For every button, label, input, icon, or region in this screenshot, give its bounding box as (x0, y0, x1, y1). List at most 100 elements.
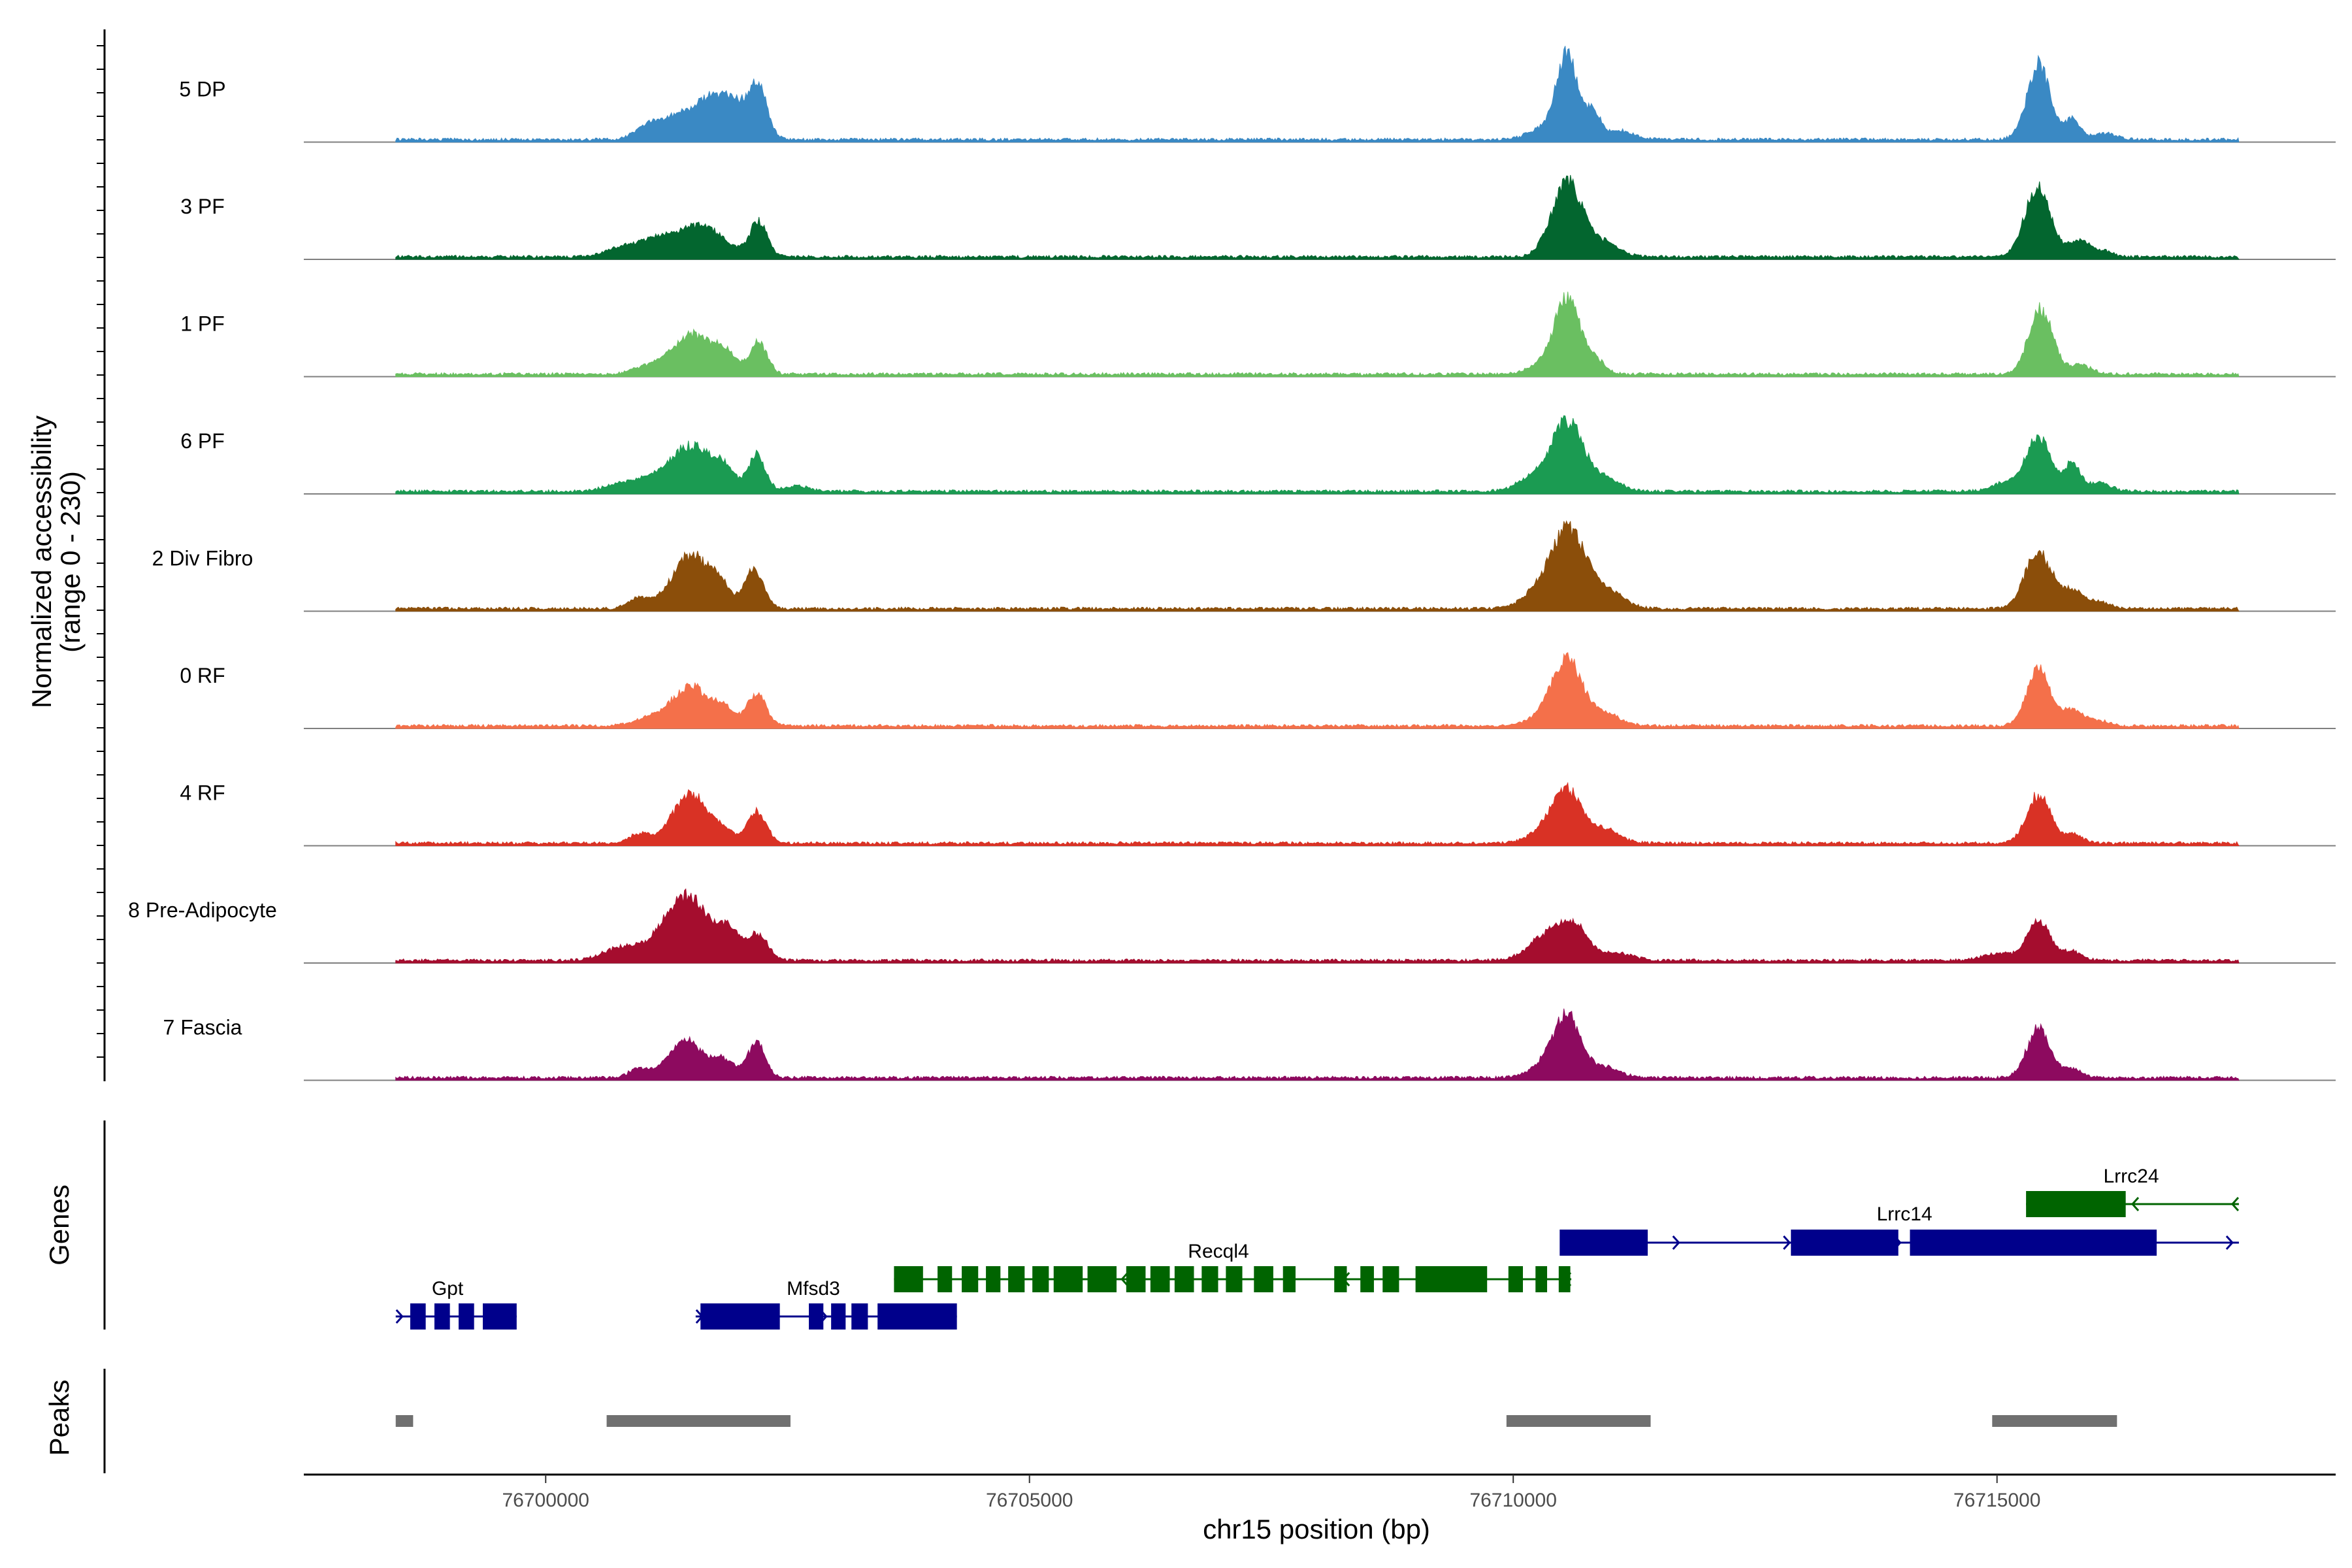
gene-exon (1032, 1266, 1049, 1292)
strand-arrow (2225, 1235, 2234, 1250)
strand-arrow (1231, 1271, 1239, 1287)
coverage-area (395, 888, 2240, 964)
strand-arrow (1561, 1235, 1570, 1250)
gene-exon (962, 1266, 979, 1292)
x-axis-title: chr15 position (bp) (1203, 1514, 1430, 1544)
gene-exon (986, 1266, 1001, 1292)
gene-exon (1415, 1266, 1488, 1292)
gene-label: Recql4 (1188, 1241, 1249, 1262)
gene-exon (809, 1303, 824, 1330)
x-tick-label: 76710000 (1469, 1490, 1556, 1511)
strand-arrow (1563, 1271, 1572, 1287)
gene-exon (1535, 1266, 1548, 1292)
peak-region (1992, 1415, 2117, 1427)
peak-region (395, 1415, 414, 1427)
gene-lrrc24: Lrrc24 (2026, 1166, 2240, 1217)
track-0: 5 DP (179, 46, 2336, 143)
strand-arrow (2230, 1196, 2240, 1212)
strand-arrow (1672, 1235, 1680, 1250)
accessibility-tracks: 5 DP 3 PF 1 PF 6 PF 2 Div Fibro 0 RF 4 RF 8 Pre… (128, 46, 2336, 1081)
peak-region-track (103, 1369, 2117, 1473)
gene-exon (1053, 1266, 1083, 1292)
coverage-area (395, 174, 2240, 260)
track-1: 3 PF (180, 174, 2336, 260)
strand-arrow (1452, 1271, 1461, 1287)
gene-gpt: Gpt (395, 1278, 517, 1330)
track-label: 5 DP (179, 78, 225, 101)
track-label: 0 RF (180, 664, 225, 687)
track-8: 7 Fascia (163, 1008, 2336, 1081)
strand-arrow (1783, 1235, 1791, 1250)
x-tick-label: 76700000 (502, 1490, 589, 1511)
gene-exon (1126, 1266, 1146, 1292)
gene-exon (851, 1303, 868, 1330)
coverage-area (395, 781, 2240, 846)
track-6: 4 RF (180, 781, 2336, 847)
gene-exon (1560, 1230, 1648, 1256)
track-4: 2 Div Fibro (152, 520, 2336, 612)
peak-region (1506, 1415, 1651, 1427)
gene-exon (1360, 1266, 1374, 1292)
gene-exon (894, 1266, 923, 1292)
gene-lrrc14: Lrrc14 (1560, 1203, 2239, 1256)
x-tick-label: 76715000 (1953, 1490, 2040, 1511)
gene-recql4: Recql4 (894, 1241, 1572, 1292)
strand-arrow (943, 1309, 952, 1324)
strand-arrow (2004, 1235, 2013, 1250)
strand-arrow (1893, 1235, 1902, 1250)
track-label: 2 Div Fibro (152, 547, 253, 570)
track-3: 6 PF (180, 415, 2336, 495)
strand-arrow (2031, 1196, 2040, 1212)
track-label: 6 PF (180, 429, 225, 453)
gene-exon (700, 1303, 780, 1330)
genes-panel-title: Genes (44, 1184, 74, 1266)
coverage-area (395, 291, 2240, 377)
gene-exon (1282, 1266, 1296, 1292)
gene-label: Mfsd3 (787, 1278, 840, 1299)
gene-label: Gpt (432, 1278, 464, 1299)
y-axis (97, 29, 106, 1081)
gene-mfsd3: Mfsd3 (695, 1278, 957, 1330)
coverage-area (395, 415, 2240, 495)
gene-exon (1910, 1230, 2157, 1256)
gene-exon (2026, 1191, 2126, 1217)
gene-exon (1382, 1266, 1399, 1292)
peaks-panel-title: Peaks (44, 1380, 74, 1456)
strand-arrow (1120, 1271, 1129, 1287)
gene-exon (1087, 1266, 1117, 1292)
gene-exon (1201, 1266, 1218, 1292)
gene-exon (1508, 1266, 1523, 1292)
coverage-area (395, 652, 2240, 729)
gene-exon (1334, 1266, 1347, 1292)
track-label: 4 RF (180, 781, 225, 805)
strand-arrow (1342, 1271, 1350, 1287)
gene-exon (410, 1303, 426, 1330)
track-label: 7 Fascia (163, 1016, 242, 1039)
gene-exon (1791, 1230, 1899, 1256)
track-2: 1 PF (180, 291, 2336, 378)
track-label: 3 PF (180, 195, 225, 218)
gene-annotation-track: Gpt Mfsd3 Recql4 Lrrc14 Lrrc24 (103, 1120, 2240, 1330)
y-axis-title-line2: (range 0 - 230) (55, 471, 86, 653)
peak-region (606, 1415, 791, 1427)
x-tick-label: 76705000 (986, 1490, 1073, 1511)
gene-exon (831, 1303, 846, 1330)
coverage-area (395, 520, 2240, 612)
gene-exon (877, 1303, 957, 1330)
gene-exon (434, 1303, 450, 1330)
gene-exon (1174, 1266, 1194, 1292)
strand-arrow (2131, 1196, 2140, 1212)
gene-label: Lrrc24 (2103, 1166, 2159, 1187)
gene-exon (1254, 1266, 1273, 1292)
y-axis-title-line1: Normalized accessibility (26, 416, 57, 708)
strand-arrow (1009, 1271, 1018, 1287)
coverage-area (395, 46, 2240, 142)
gene-exon (1150, 1266, 1170, 1292)
strand-arrow (503, 1309, 512, 1324)
gene-exon (482, 1303, 517, 1330)
x-axis: 76700000 76705000 76710000 76715000 (304, 1473, 2336, 1511)
gene-exon (1226, 1266, 1243, 1292)
strand-arrow (2115, 1235, 2123, 1250)
strand-arrow (395, 1309, 404, 1324)
